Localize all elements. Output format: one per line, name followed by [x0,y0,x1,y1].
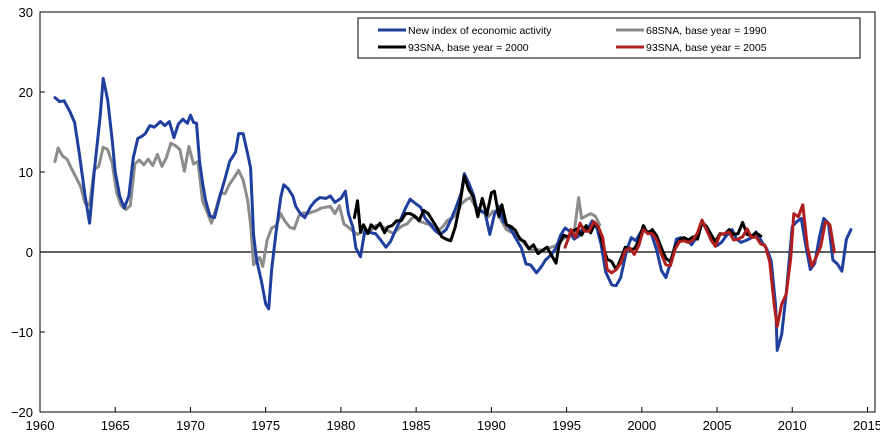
x-tick-label: 2005 [703,418,732,433]
x-tick-label: 1960 [26,418,55,433]
x-tick-label: 1980 [326,418,355,433]
x-tick-label: 1985 [402,418,431,433]
legend: New index of economic activity 68SNA, bas… [357,17,861,59]
x-tick-label: 2000 [627,418,656,433]
series-lines [53,76,853,352]
x-tick-label: 2010 [778,418,807,433]
x-tick-label: 1990 [477,418,506,433]
y-tick-label: −10 [11,325,33,340]
y-tick-label: 0 [26,245,33,260]
x-tick-label: 1995 [552,418,581,433]
y-tick-label: 10 [19,165,33,180]
y-tick-label: −20 [11,405,33,420]
series-line-2 [352,174,763,272]
x-tick-label: 2015 [853,418,880,433]
series-line-1 [53,141,602,268]
legend-label: New index of economic activity [408,25,552,37]
x-tick-label: 1965 [101,418,130,433]
series-line-3 [563,203,836,328]
legend-label: 68SNA, base year = 1990 [646,25,767,37]
legend-box [357,17,861,59]
legend-label: 93SNA, base year = 2000 [408,42,529,54]
x-tick-label: 1970 [176,418,205,433]
legend-label: 93SNA, base year = 2005 [646,42,767,54]
x-tick-label: 1975 [251,418,280,433]
y-tick-label: 20 [19,85,33,100]
y-tick-label: 30 [19,5,33,20]
